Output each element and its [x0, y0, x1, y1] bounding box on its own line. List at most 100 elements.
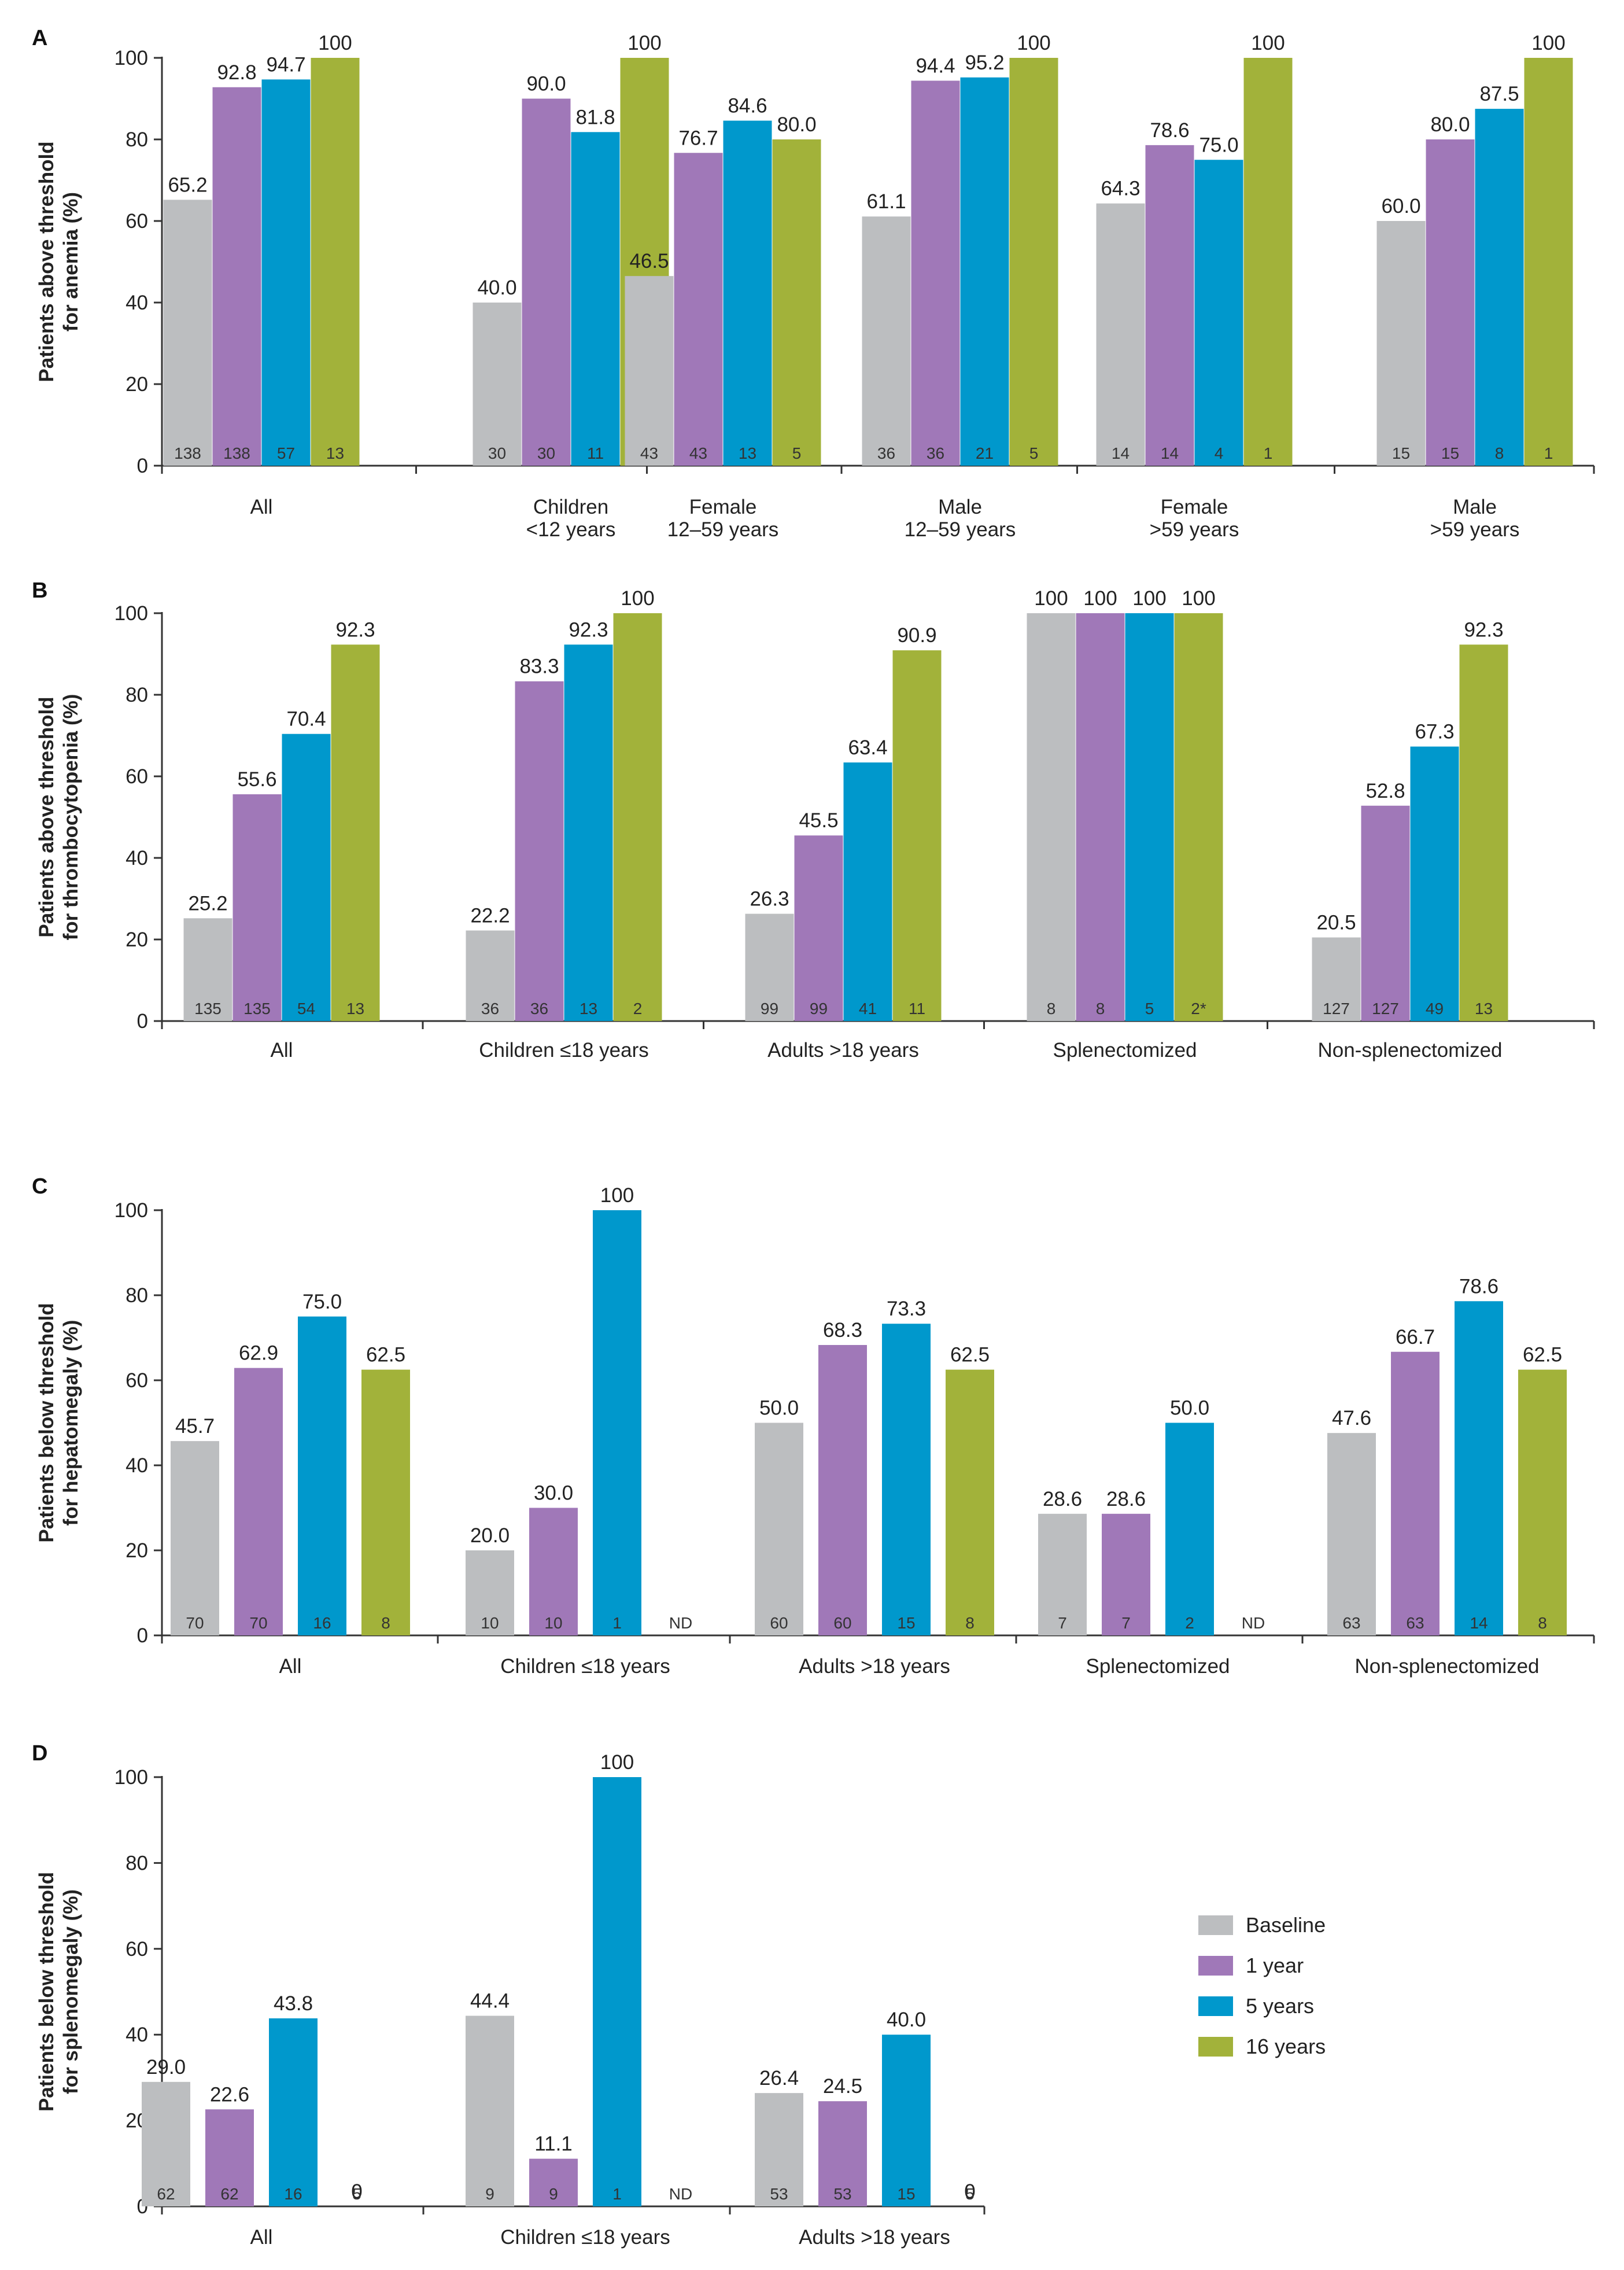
x-category-label: Adults >18 years: [799, 1655, 950, 1678]
n-label: 5: [965, 2185, 975, 2203]
x-category-label: 12–59 years: [905, 518, 1016, 541]
n-label: 7: [1058, 1614, 1067, 1632]
bar-baseline: [1096, 203, 1145, 466]
bar-baseline: [1327, 1433, 1376, 1635]
n-label: 15: [1392, 444, 1410, 462]
bar-1-year: [515, 681, 564, 1021]
legend-swatch: [1198, 1956, 1233, 1976]
n-label: 60: [770, 1614, 788, 1632]
bar-1-year: [529, 1508, 578, 1635]
bar-5-years: [593, 1210, 641, 1635]
data-label: 40.0: [477, 277, 516, 299]
data-label: 100: [628, 32, 661, 54]
n-label: 15: [1441, 444, 1459, 462]
panel-letter: B: [32, 578, 47, 603]
x-category-label: Male: [938, 496, 982, 518]
n-label: 99: [761, 1000, 778, 1018]
bar-baseline: [862, 216, 911, 466]
data-label: 46.5: [629, 250, 669, 272]
bar-1-year: [674, 153, 723, 466]
data-label: 75.0: [1199, 134, 1238, 156]
bar-16-years: [1174, 613, 1223, 1021]
n-label: 7: [1121, 1614, 1131, 1632]
bar-5-years: [1125, 613, 1174, 1021]
bar-5-years: [1410, 746, 1459, 1021]
bar-baseline: [1376, 221, 1426, 466]
n-label: 127: [1372, 1000, 1399, 1018]
n-label: ND: [1242, 1614, 1265, 1632]
x-category-label: All: [279, 1655, 302, 1678]
bar-5-years: [282, 734, 331, 1021]
n-label: 138: [174, 444, 201, 462]
y-tick-label: 40: [126, 847, 148, 869]
data-label: 26.3: [750, 888, 789, 911]
n-label: 13: [326, 444, 344, 462]
n-label: 63: [1342, 1614, 1360, 1632]
bar-1-year: [1145, 145, 1194, 466]
data-label: 95.2: [965, 51, 1004, 74]
x-category-label: Children ≤18 years: [500, 2226, 670, 2249]
legend-item-5-years: 5 years: [1198, 1994, 1314, 2018]
data-label: 28.6: [1043, 1488, 1082, 1510]
data-label: 29.0: [146, 2056, 186, 2079]
n-label: ND: [669, 2185, 692, 2203]
bar-5-years: [843, 762, 892, 1021]
bar-1-year: [205, 2109, 254, 2206]
y-tick-label: 100: [115, 1766, 148, 1789]
data-label: 45.5: [799, 809, 838, 832]
n-label: 8: [1538, 1614, 1547, 1632]
data-label: 43.8: [274, 1992, 313, 2015]
n-label: 15: [897, 1614, 915, 1632]
bar-16-years: [1009, 58, 1058, 466]
bar-5-years: [298, 1316, 346, 1635]
bar-5-years: [882, 1324, 931, 1635]
bar-5-years: [269, 2018, 318, 2206]
data-label: 90.9: [897, 624, 936, 647]
data-label: 90.0: [526, 73, 566, 95]
n-label: 70: [186, 1614, 204, 1632]
data-label: 100: [621, 587, 654, 610]
n-label: 16: [284, 2185, 302, 2203]
n-label: 63: [1406, 1614, 1424, 1632]
n-label: 5: [792, 444, 802, 462]
n-label: 13: [739, 444, 756, 462]
bar-1-year: [1361, 805, 1410, 1021]
n-label: 10: [544, 1614, 562, 1632]
y-tick-label: 40: [126, 2024, 148, 2046]
bar-16-years: [892, 650, 942, 1021]
y-tick-label: 60: [126, 210, 148, 233]
chart-panel-c: C Patients below thresholdfor hepatomegal…: [32, 1174, 1595, 1678]
data-label: 87.5: [1479, 83, 1519, 105]
n-label: 5: [352, 2185, 361, 2203]
data-label: 100: [318, 32, 352, 54]
n-label: 30: [537, 444, 555, 462]
legend-label: 1 year: [1246, 1954, 1304, 1977]
bar-5-years: [960, 77, 1009, 466]
n-label: 8: [1047, 1000, 1056, 1018]
data-label: 60.0: [1381, 195, 1420, 218]
x-category-label: Children: [533, 496, 608, 518]
bar-5-years: [1455, 1301, 1503, 1635]
data-label: 50.0: [759, 1397, 799, 1420]
panel-letter: C: [32, 1174, 47, 1199]
data-label: 55.6: [237, 768, 276, 791]
bar-1-year: [818, 1344, 867, 1635]
n-label: 16: [313, 1614, 331, 1632]
y-tick-label: 80: [126, 1284, 148, 1307]
data-label: 28.6: [1106, 1488, 1146, 1510]
data-label: 78.6: [1150, 119, 1189, 142]
n-label: 15: [897, 2185, 915, 2203]
n-label: 1: [1264, 444, 1273, 462]
bar-baseline: [1027, 613, 1076, 1021]
data-label: 94.7: [266, 53, 305, 76]
data-label: 40.0: [887, 2009, 926, 2031]
x-category-label: Splenectomized: [1053, 1039, 1197, 1062]
n-label: 4: [1215, 444, 1224, 462]
data-label: 92.8: [217, 61, 256, 84]
n-label: 36: [927, 444, 944, 462]
n-label: 13: [346, 1000, 364, 1018]
x-category-label: Male: [1453, 496, 1497, 518]
bar-5-years: [1194, 160, 1243, 466]
n-label: 13: [580, 1000, 597, 1018]
data-label: 100: [1017, 32, 1050, 54]
